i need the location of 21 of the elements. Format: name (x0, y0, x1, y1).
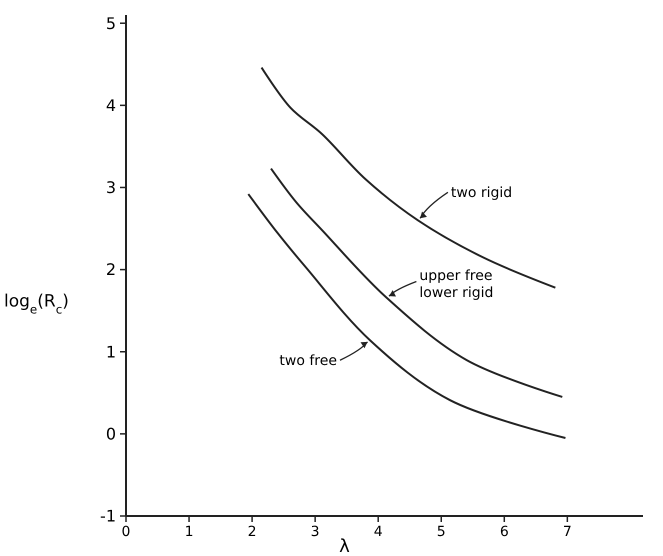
y-tick-label: 4 (106, 96, 116, 115)
annotation: two free (279, 353, 337, 370)
y-tick-label: 2 (106, 260, 116, 280)
x-tick-label: 0 (122, 524, 130, 540)
y-axis-title: log$_{e}$(R$_{c}$) (4, 292, 69, 317)
x-tick-label: 4 (374, 524, 383, 540)
y-tick-label: -1 (100, 506, 116, 526)
y-tick-label: 1 (106, 342, 116, 362)
x-tick-label: 7 (562, 524, 572, 540)
x-tick-label: 3 (310, 524, 320, 540)
y-tick-label: 5 (106, 14, 116, 33)
x-axis-title: λ (339, 536, 350, 556)
annotation: upper free lower rigid (419, 268, 494, 301)
x-tick-label: 1 (184, 524, 194, 540)
x-tick-label: 2 (248, 524, 257, 540)
line-series (270, 168, 564, 398)
x-tick-label: 5 (436, 524, 446, 540)
x-tick-label: 6 (500, 524, 509, 540)
y-tick-label: 3 (106, 178, 116, 198)
y-tick-label: 0 (106, 424, 116, 444)
annotation: two rigid (450, 185, 512, 202)
